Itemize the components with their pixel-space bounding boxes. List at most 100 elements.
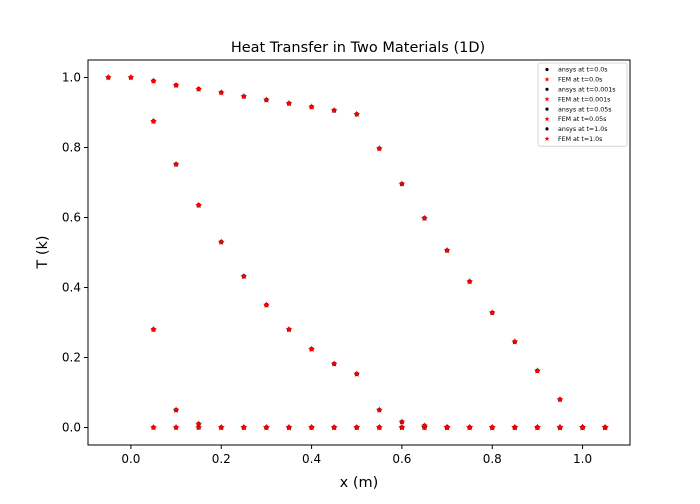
legend-entry: ansys at t=0.001s: [545, 87, 616, 94]
data-point: [308, 423, 315, 431]
data-point: [262, 423, 270, 431]
data-point: [511, 338, 519, 345]
legend-entry: FEM at t=0.0s: [544, 76, 602, 84]
data-point: [150, 423, 157, 431]
data-point: [308, 345, 315, 353]
legend-frame: [537, 62, 628, 147]
legend-marker: [545, 107, 549, 111]
data-point: [579, 423, 586, 431]
data-point: [195, 85, 203, 92]
data-point: [488, 309, 496, 316]
legend-marker: [544, 96, 550, 102]
data-point: [398, 423, 406, 431]
data-point: [353, 370, 361, 377]
data-point: [330, 360, 338, 367]
legend-label: FEM at t=0.05s: [558, 116, 606, 123]
y-tick-label: 0.4: [62, 281, 81, 295]
data-point: [353, 423, 361, 431]
legend-marker: [544, 116, 550, 122]
data-point: [421, 214, 428, 222]
legend-entry: ansys at t=0.05s: [545, 106, 612, 113]
data-point: [240, 423, 248, 431]
legend-entry: FEM at t=1.0s: [544, 136, 602, 143]
y-tick-label: 0.0: [62, 421, 81, 435]
series-8: [150, 77, 609, 431]
x-tick-label: 0.2: [212, 452, 231, 466]
data-point: [511, 423, 519, 431]
data-point: [285, 99, 293, 107]
data-point: [488, 423, 496, 431]
data-point: [375, 406, 383, 413]
x-tick-label: 0.0: [121, 452, 140, 466]
legend-label: ansys at t=0.001s: [558, 87, 616, 94]
data-point: [285, 423, 293, 431]
data-point: [398, 180, 406, 187]
data-point: [353, 110, 361, 118]
legend-marker: [545, 67, 549, 72]
data-point: [195, 201, 203, 209]
data-point: [556, 423, 564, 431]
y-tick-label: 0.6: [62, 211, 81, 225]
data-point: [330, 106, 338, 114]
data-point: [240, 272, 248, 280]
data-point: [466, 423, 474, 431]
data-point: [172, 406, 180, 413]
data-point: [601, 423, 609, 431]
plot-area-frame: [87, 59, 631, 446]
data-point: [375, 144, 383, 152]
data-point: [127, 73, 135, 81]
legend-entry: ansys at t=0.0s: [545, 67, 608, 74]
legend-label: ansys at t=1.0s: [558, 126, 608, 133]
data-point: [195, 423, 203, 431]
x-axis-label: x (m): [340, 475, 379, 491]
chart-title: Heat Transfer in Two Materials (1D): [231, 40, 485, 56]
data-point: [240, 92, 248, 100]
data-point: [217, 238, 225, 245]
legend-marker: [545, 127, 549, 131]
data-point: [172, 160, 180, 168]
x-tick-label: 0.6: [392, 452, 411, 466]
data-points: [104, 73, 609, 431]
legend: ansys at t=0.0s FEM at t=0.0s ansys at t=0…: [537, 62, 628, 147]
axis-ticks: 0.0 0.2 0.4 0.6 0.8 1.0 0.0 0.2 0.4 0.6 0.8 1.0: [62, 71, 592, 467]
data-point: [285, 325, 293, 333]
legend-marker: [544, 136, 550, 141]
data-point: [150, 117, 157, 125]
legend-label: ansys at t=0.0s: [558, 67, 608, 74]
legend-label: ansys at t=0.05s: [558, 106, 612, 113]
data-point: [262, 301, 270, 308]
data-point: [217, 88, 225, 96]
legend-entry: FEM at t=0.001s: [544, 96, 610, 103]
y-tick-label: 0.8: [62, 141, 81, 155]
data-point: [466, 277, 474, 285]
legend-marker: [545, 87, 549, 91]
x-tick-label: 0.4: [302, 452, 321, 466]
x-tick-label: 1.0: [573, 452, 592, 466]
data-point: [330, 423, 338, 431]
data-point: [172, 423, 180, 431]
y-axis-label: T (k): [35, 235, 51, 269]
data-point: [398, 418, 406, 425]
data-point: [104, 73, 112, 81]
x-tick-label: 0.8: [483, 452, 502, 466]
data-point: [443, 423, 451, 431]
legend-marker: [544, 76, 550, 82]
legend-label: FEM at t=1.0s: [558, 136, 602, 143]
data-point: [421, 422, 428, 429]
data-point: [533, 367, 541, 374]
data-point: [443, 246, 451, 254]
data-point: [150, 77, 157, 84]
data-point: [262, 96, 270, 103]
data-point: [172, 81, 180, 89]
data-point: [375, 423, 383, 431]
legend-entry: FEM at t=0.05s: [544, 116, 606, 123]
data-point: [533, 423, 541, 431]
y-tick-label: 0.2: [62, 351, 81, 365]
legend-label: FEM at t=0.0s: [558, 77, 602, 84]
data-point: [556, 395, 564, 403]
data-point: [217, 423, 225, 431]
y-tick-label: 1.0: [62, 71, 81, 85]
data-point: [150, 325, 157, 333]
legend-entry: ansys at t=1.0s: [545, 126, 608, 133]
